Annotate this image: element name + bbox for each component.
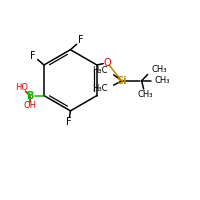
Text: F: F bbox=[66, 117, 72, 127]
Text: OH: OH bbox=[23, 101, 36, 110]
Text: CH₃: CH₃ bbox=[137, 90, 153, 99]
Text: F: F bbox=[78, 35, 84, 45]
Text: CH₃: CH₃ bbox=[152, 65, 167, 74]
Text: Si: Si bbox=[117, 76, 127, 86]
Text: B: B bbox=[26, 91, 33, 101]
Text: O: O bbox=[103, 58, 111, 68]
Text: F: F bbox=[30, 51, 36, 61]
Text: HO: HO bbox=[15, 83, 28, 92]
Text: H₃C: H₃C bbox=[92, 84, 107, 93]
Text: H₃C: H₃C bbox=[92, 66, 107, 75]
Text: CH₃: CH₃ bbox=[154, 76, 170, 85]
